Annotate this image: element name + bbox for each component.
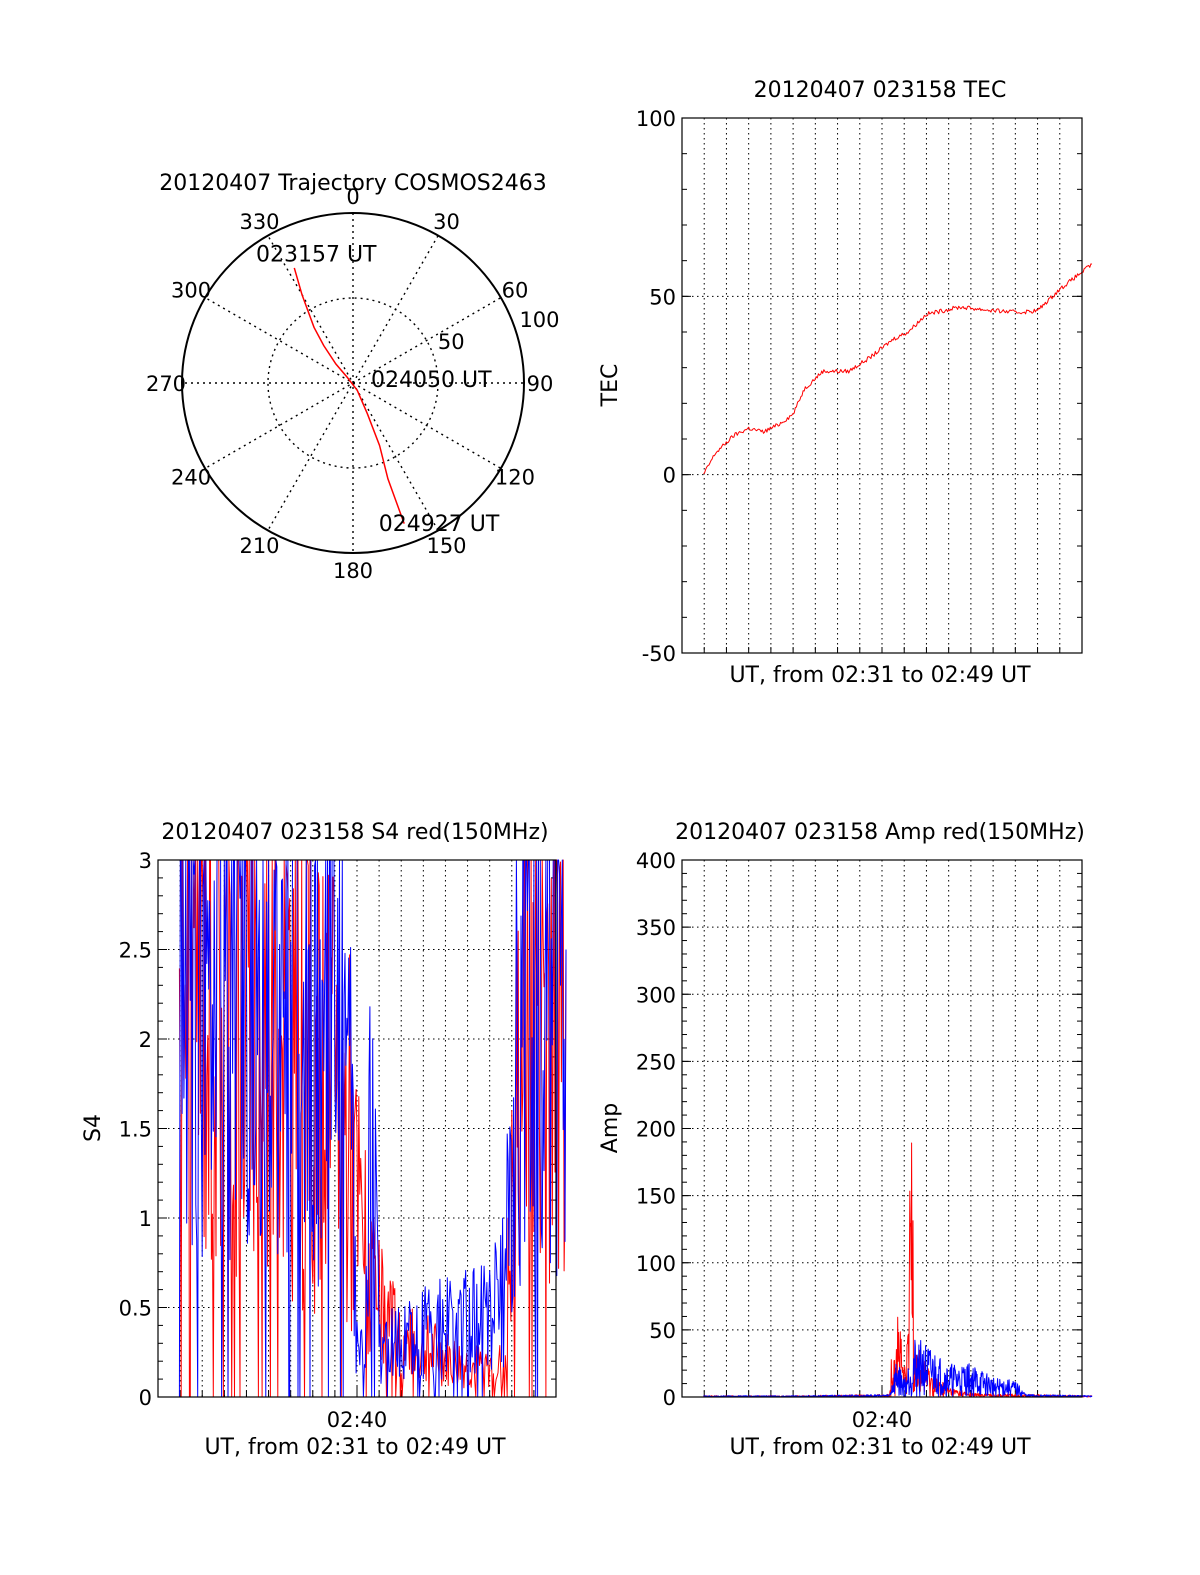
- amp-ytick-label-1: 50: [649, 1319, 676, 1343]
- amp-xlabel: UT, from 02:31 to 02:49 UT: [729, 1435, 1031, 1460]
- tec-xlabel: UT, from 02:31 to 02:49 UT: [729, 663, 1031, 688]
- amp-ytick-label-2: 100: [636, 1252, 676, 1276]
- amp-ytick-label-4: 200: [636, 1118, 676, 1142]
- polar-title: 20120407 Trajectory COSMOS2463: [159, 171, 546, 196]
- polar-angle-label-0: 0: [346, 185, 359, 209]
- s4-ytick-label-1: 0.5: [119, 1297, 152, 1321]
- tec-series-0-line: [703, 263, 1093, 475]
- tec-ytick-label-1: 0: [663, 464, 676, 488]
- polar-angle-label-120: 120: [495, 466, 535, 490]
- polar-angle-label-30: 30: [433, 210, 460, 234]
- s4-ytick-label-5: 2.5: [119, 939, 152, 963]
- tec-ytick-label-2: 50: [649, 285, 676, 309]
- s4-ytick-label-2: 1: [139, 1207, 152, 1231]
- polar-angle-label-60: 60: [502, 279, 529, 303]
- polar-annotation-0: 023157 UT: [256, 243, 377, 268]
- tec-chart: 20120407 023158 TEC UT, from 02:31 to 02…: [598, 78, 1093, 688]
- amp-ylabel: Amp: [598, 1103, 623, 1153]
- s4-ytick-label-0: 0: [139, 1386, 152, 1410]
- tec-ylabel: TEC: [598, 364, 623, 408]
- polar-annotation-2: 024927 UT: [379, 512, 500, 537]
- s4-plot-frame: [157, 859, 557, 1398]
- polar-spoke-150: [267, 235, 439, 531]
- tec-ytick-label-0: -50: [642, 642, 676, 666]
- amp-plot-frame: [681, 859, 1083, 1398]
- tec-ytick-label-3: 100: [636, 107, 676, 131]
- polar-angle-label-330: 330: [239, 210, 279, 234]
- amp-ytick-label-8: 400: [636, 849, 676, 873]
- s4-xlabel: UT, from 02:31 to 02:49 UT: [204, 1435, 506, 1460]
- s4-title: 20120407 023158 S4 red(150MHz): [161, 820, 548, 845]
- amp-title: 20120407 023158 Amp red(150MHz): [675, 820, 1085, 845]
- amp-ytick-label-0: 0: [663, 1386, 676, 1410]
- trajectory-polar-chart: 20120407 Trajectory COSMOS2463 0 30 60 90 12…: [146, 171, 560, 583]
- tec-plot-frame: [681, 117, 1083, 654]
- polar-angle-label-180: 180: [333, 559, 373, 583]
- amp-series-0-line: [703, 1142, 1093, 1398]
- polar-angle-label-300: 300: [171, 279, 211, 303]
- amp-xtick-label-0: 02:40: [852, 1408, 913, 1432]
- s4-ytick-label-6: 3: [139, 849, 152, 873]
- polar-trajectory-line: [293, 267, 405, 524]
- amp-ytick-label-7: 350: [636, 916, 676, 940]
- s4-xtick-label-0: 02:40: [327, 1408, 388, 1432]
- s4-ytick-label-3: 1.5: [119, 1118, 152, 1142]
- s4-series-1-line: [178, 859, 567, 1398]
- polar-angle-label-150: 150: [426, 534, 466, 558]
- polar-angle-label-270: 270: [146, 372, 186, 396]
- amp-series-1-line: [703, 1339, 1093, 1398]
- amp-ytick-label-6: 300: [636, 983, 676, 1007]
- polar-annotation-1: 024050 UT: [371, 368, 492, 393]
- polar-angle-label-90: 90: [527, 372, 554, 396]
- amp-chart: 20120407 023158 Amp red(150MHz) UT, from…: [598, 820, 1093, 1460]
- s4-chart: 20120407 023158 S4 red(150MHz) UT, from …: [81, 820, 567, 1460]
- amp-ytick-label-3: 150: [636, 1185, 676, 1209]
- s4-ytick-label-4: 2: [139, 1028, 152, 1052]
- tec-title: 20120407 023158 TEC: [754, 78, 1007, 103]
- polar-angle-label-240: 240: [171, 466, 211, 490]
- polar-radial-label-100: 100: [519, 308, 559, 332]
- polar-angle-label-210: 210: [239, 534, 279, 558]
- amp-ytick-label-5: 250: [636, 1050, 676, 1074]
- s4-ylabel: S4: [81, 1114, 106, 1142]
- polar-radial-label-50: 50: [438, 330, 465, 354]
